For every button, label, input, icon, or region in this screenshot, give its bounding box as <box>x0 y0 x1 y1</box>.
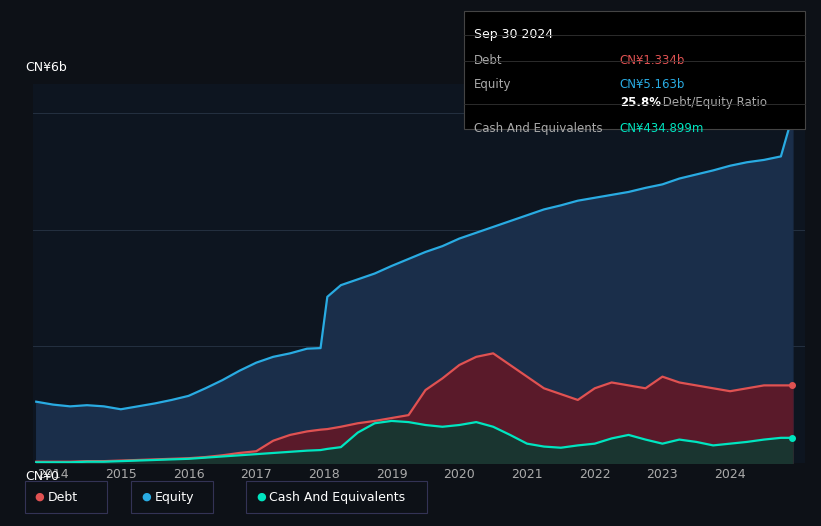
Text: ●: ● <box>34 492 44 502</box>
Text: CN¥1.334b: CN¥1.334b <box>620 54 686 67</box>
Text: Debt: Debt <box>474 54 502 67</box>
Text: Cash And Equivalents: Cash And Equivalents <box>269 491 406 503</box>
Text: CN¥6b: CN¥6b <box>25 62 67 75</box>
Text: Cash And Equivalents: Cash And Equivalents <box>474 122 603 135</box>
Text: Sep 30 2024: Sep 30 2024 <box>474 28 553 41</box>
Text: CN¥434.899m: CN¥434.899m <box>620 122 704 135</box>
Text: Debt/Equity Ratio: Debt/Equity Ratio <box>659 96 768 109</box>
Text: Equity: Equity <box>154 491 194 503</box>
Text: Debt: Debt <box>48 491 78 503</box>
Text: ●: ● <box>256 492 266 502</box>
Text: CN¥5.163b: CN¥5.163b <box>620 78 686 91</box>
Text: CN¥0: CN¥0 <box>25 470 59 483</box>
Text: ●: ● <box>141 492 151 502</box>
Text: 25.8%: 25.8% <box>620 96 661 109</box>
Text: Equity: Equity <box>474 78 511 91</box>
